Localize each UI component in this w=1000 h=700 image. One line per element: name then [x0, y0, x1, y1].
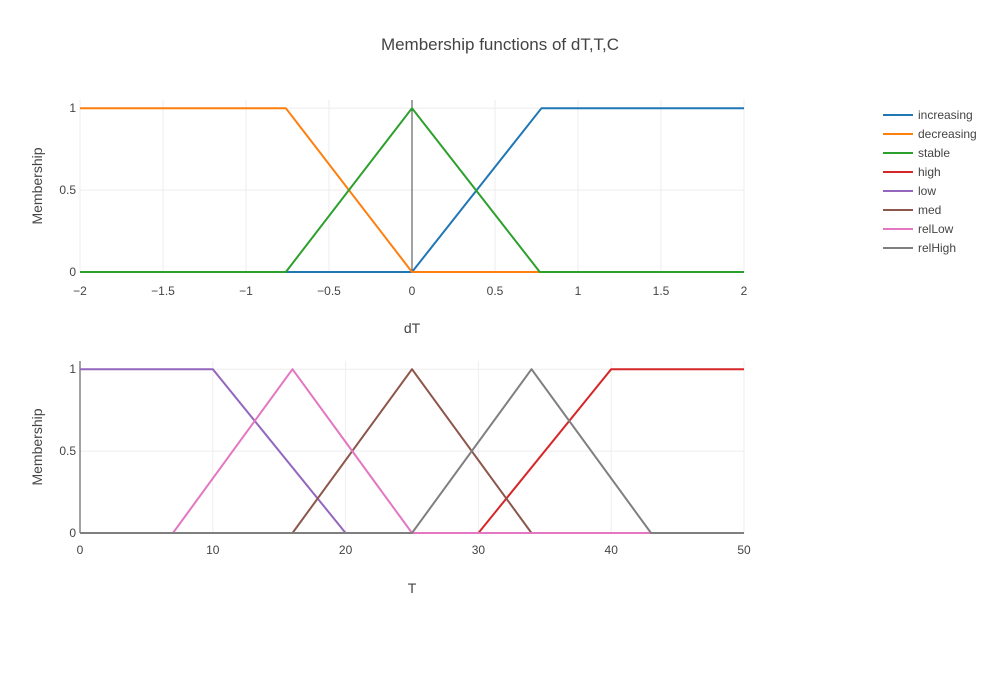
x-tick-label: 50: [737, 543, 751, 557]
x-tick-label: 1.5: [653, 284, 670, 298]
legend-item-high[interactable]: high: [883, 165, 941, 179]
series-line-stable: [80, 107, 744, 273]
x-axis-label: dT: [404, 320, 421, 336]
x-tick-label: 2: [741, 284, 748, 298]
y-tick-label: 0: [69, 265, 76, 279]
subplot-1: −2 −1.5 −1 −0.5 0 0.5 1 1.5 2 0 0.5 1 dT Membership: [29, 100, 748, 336]
x-tick-label: 20: [339, 543, 353, 557]
x-tick-label: 10: [206, 543, 220, 557]
legend-label: high: [918, 165, 941, 179]
legend-item-med[interactable]: med: [883, 203, 941, 217]
x-tick-label: 30: [472, 543, 486, 557]
x-tick-label: 40: [605, 543, 619, 557]
x-tick-label: −0.5: [317, 284, 341, 298]
legend-label: increasing: [918, 108, 973, 122]
x-tick-label: 0.5: [487, 284, 504, 298]
legend-label: low: [918, 184, 936, 198]
x-tick-label: 0: [409, 284, 416, 298]
y-tick-label: 1: [69, 101, 76, 115]
y-tick-label: 0: [69, 526, 76, 540]
y-axis-label: Membership: [29, 408, 45, 485]
y-tick-label: 0.5: [59, 183, 76, 197]
legend-item-decreasing[interactable]: decreasing: [883, 127, 977, 141]
x-axis-label: T: [408, 580, 417, 596]
legend-item-relLow[interactable]: relLow: [883, 222, 954, 236]
legend-label: med: [918, 203, 941, 217]
y-tick-label: 0.5: [59, 444, 76, 458]
series-line-relHigh: [80, 368, 744, 534]
x-tick-label: −2: [73, 284, 87, 298]
x-tick-label: −1.5: [151, 284, 175, 298]
x-tick-label: −1: [239, 284, 253, 298]
legend-label: relHigh: [918, 241, 956, 255]
legend-label: decreasing: [918, 127, 977, 141]
y-axis-label: Membership: [29, 147, 45, 224]
legend-item-stable[interactable]: stable: [883, 146, 950, 160]
y-tick-label: 1: [69, 362, 76, 376]
legend-label: stable: [918, 146, 950, 160]
legend-item-low[interactable]: low: [883, 184, 936, 198]
legend: increasing decreasing stable high low med relL…: [883, 108, 977, 255]
chart-title: Membership functions of dT,T,C: [381, 35, 619, 54]
legend-item-increasing[interactable]: increasing: [883, 108, 973, 122]
x-tick-label: 1: [575, 284, 582, 298]
legend-label: relLow: [918, 222, 954, 236]
x-tick-label: 0: [77, 543, 84, 557]
legend-item-relHigh[interactable]: relHigh: [883, 241, 956, 255]
subplot-2: 0 10 20 30 40 50 0 0.5 1 T Membership: [29, 361, 751, 596]
